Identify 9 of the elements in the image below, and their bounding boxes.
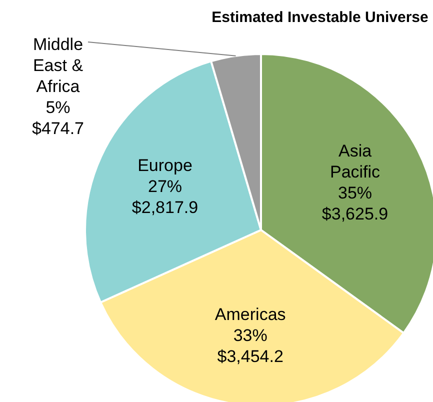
data-label: 35% $3,625.9 xyxy=(322,182,388,223)
slice-label: Americas xyxy=(214,304,286,324)
data-label: 5% $474.7 xyxy=(32,98,84,138)
slice-label: Middle East & Africa xyxy=(32,34,84,96)
slice-label: Europe xyxy=(138,156,192,174)
chart-title: Estimated Investable Universe xyxy=(210,9,430,26)
slice-label: Asia Pacific xyxy=(330,140,381,181)
data-label: 27% $2,817.9 xyxy=(132,176,198,216)
data-label: 33% $3,454.2 xyxy=(217,326,284,366)
